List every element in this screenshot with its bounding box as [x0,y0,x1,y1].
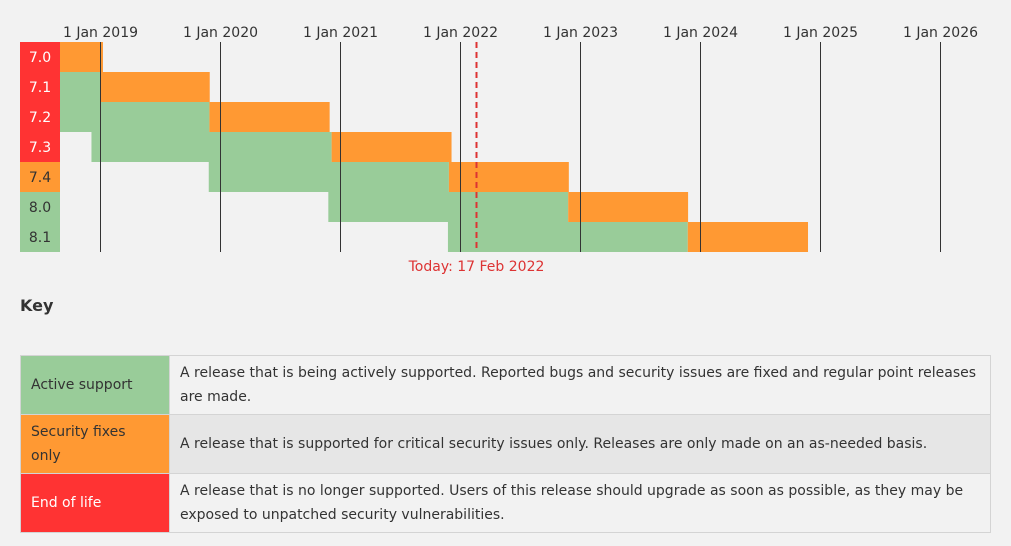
security-support-bar-7-3 [331,132,452,162]
security-support-bar-7-4 [448,162,569,192]
branch-label-bg-7-2 [20,102,60,132]
today-label: Today: 17 Feb 2022 [408,259,545,275]
security-support-bar-8-0 [568,192,689,222]
year-label: 1 Jan 2019 [63,25,138,41]
year-label: 1 Jan 2020 [183,25,258,41]
security-support-bar-8-1 [687,222,809,252]
branch-label-bg-7-4 [20,162,60,192]
branch-label-bg-8-1 [20,222,60,252]
active-support-bar-7-2 [60,102,210,132]
active-support-bar-8-1 [447,222,688,252]
supported-versions-chart: 1 Jan 2019 1 Jan 2020 1 Jan 2021 1 Jan 2022… [20,25,978,275]
end-of-life-description: A release that is no longer supported. U… [169,473,991,533]
branch-label: 8.0 [29,200,51,216]
year-label: 1 Jan 2024 [663,25,738,41]
year-label: 1 Jan 2023 [543,25,618,41]
security-fixes-swatch: Security fixes only [20,414,170,474]
branch-label-bg-7-1 [20,72,60,102]
security-support-bar-7-1 [100,72,210,102]
key-table: Active support A release that is being a… [20,355,991,533]
branch-label-bg-7-0 [20,42,60,72]
active-support-bar-7-4 [208,162,449,192]
key-row-security: Security fixes only A release that is su… [20,414,991,474]
year-label: 1 Jan 2021 [303,25,378,41]
key-row-active: Active support A release that is being a… [20,355,991,415]
branch-label: 7.0 [29,50,51,66]
branch-label: 8.1 [29,230,51,246]
branch-label: 7.3 [29,140,51,156]
year-label: 1 Jan 2026 [903,25,978,41]
year-label: 1 Jan 2025 [783,25,858,41]
active-support-description: A release that is being actively support… [169,355,991,415]
key-row-eol: End of life A release that is no longer … [20,473,991,533]
branch-label: 7.1 [29,80,51,96]
active-support-bar-8-0 [328,192,569,222]
security-support-bar-7-0 [60,42,103,72]
security-fixes-description: A release that is supported for critical… [169,414,991,474]
year-label: 1 Jan 2022 [423,25,498,41]
branch-label-bg-8-0 [20,192,60,222]
branch-label: 7.2 [29,110,51,126]
active-support-swatch: Active support [20,355,170,415]
branch-label-bg-7-3 [20,132,60,162]
active-support-bar-7-1 [60,72,100,102]
active-support-bar-7-3 [91,132,332,162]
security-support-bar-7-2 [209,102,330,132]
key-heading: Key [20,296,54,315]
end-of-life-swatch: End of life [20,473,170,533]
branch-label: 7.4 [29,170,51,186]
